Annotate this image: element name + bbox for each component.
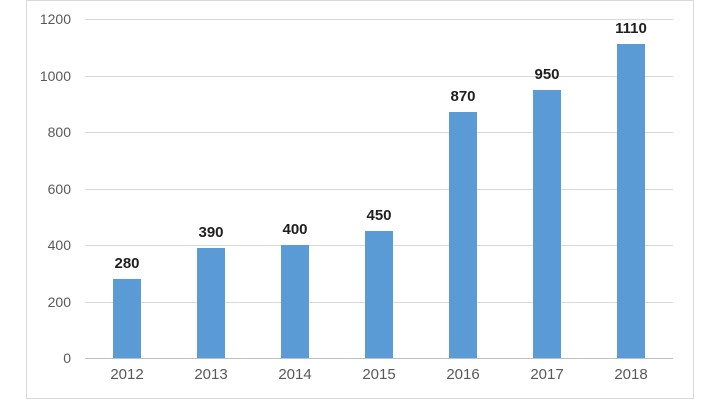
bar-slot: 450 [337,19,421,358]
x-tick-label: 2016 [446,366,480,383]
chart-frame: 280 390 400 450 870 950 1110 0 200 400 600 800 1000… [26,0,694,399]
bar-value-label: 1110 [615,20,647,38]
x-axis-labels: 2012 2013 2014 2015 2016 2017 2018 [85,365,673,385]
gridline [85,19,673,20]
gridline [85,75,673,77]
y-axis-labels: 0 200 400 600 800 1000 1200 [27,1,75,398]
y-tick-label: 1200 [39,11,71,27]
bar-value-label: 450 [366,206,392,224]
bar-value-label: 390 [198,223,224,241]
gridline [85,188,673,190]
bar-slot: 950 [505,19,589,358]
x-tick-label: 2012 [110,366,144,383]
y-tick-label: 0 [63,350,71,366]
y-tick-label: 800 [47,124,71,140]
bar [281,245,309,358]
bar-slot: 280 [85,19,169,358]
y-tick-label: 400 [47,237,71,253]
bar-slot: 870 [421,19,505,358]
x-tick-label: 2015 [362,366,396,383]
x-axis-line [85,358,673,359]
bar-value-label: 950 [534,65,560,83]
bar [197,247,225,358]
bar-value-label: 280 [114,254,140,272]
bar [617,44,645,358]
x-tick-label: 2017 [530,366,564,383]
bar-slot: 400 [253,19,337,358]
gridline [85,132,673,133]
bar [533,89,561,358]
bar-value-label: 870 [450,88,476,106]
plot-area: 280 390 400 450 870 950 1110 [85,19,673,359]
x-tick-label: 2014 [278,366,312,383]
bar [449,112,477,358]
x-tick-label: 2013 [194,366,228,383]
y-tick-label: 200 [47,293,71,310]
bar-slot: 390 [169,19,253,358]
y-tick-label: 600 [47,180,71,197]
bar [113,278,141,358]
bar-slot: 1110 [589,19,673,358]
x-tick-label: 2018 [614,366,648,383]
bar [365,230,393,358]
bar-value-label: 400 [282,221,308,238]
y-tick-label: 1000 [39,67,71,84]
